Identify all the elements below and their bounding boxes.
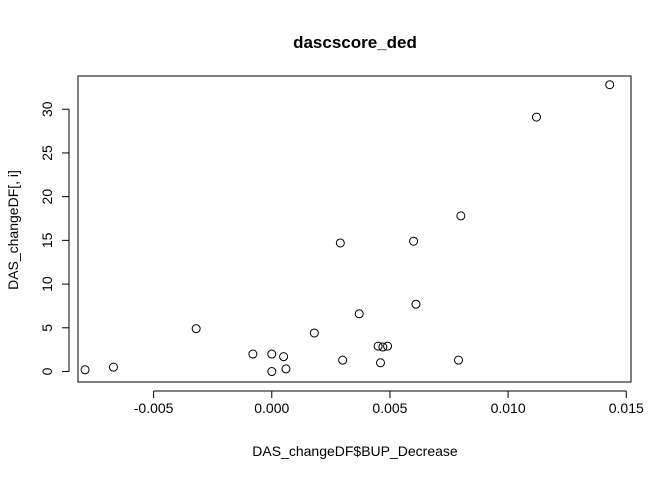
x-tick-label: -0.005 (134, 400, 174, 416)
data-point (279, 352, 289, 362)
chart-title: dascscore_ded (293, 33, 417, 52)
data-point (267, 367, 277, 377)
y-axis: 0 5 10 15 20 25 30 (39, 101, 70, 375)
data-point (248, 349, 258, 359)
y-axis-label: DAS_changeDF[, i] (5, 170, 21, 290)
data-point (453, 355, 463, 365)
data-point (409, 236, 419, 246)
x-axis-label: DAS_changeDF$BUP_Decrease (252, 443, 458, 459)
data-point (531, 112, 541, 122)
data-point (281, 364, 291, 374)
data-point (411, 299, 421, 309)
y-tick-label: 10 (39, 276, 55, 292)
y-tick-label: 5 (39, 324, 55, 332)
data-point (605, 80, 615, 90)
x-tick-label: 0.015 (609, 400, 644, 416)
data-point (378, 342, 388, 352)
data-point (456, 211, 466, 221)
y-tick-label: 20 (39, 189, 55, 205)
data-point (108, 362, 118, 372)
data-point (80, 365, 90, 375)
x-axis: -0.005 0.000 0.005 0.010 0.015 (134, 390, 644, 416)
data-point (373, 341, 383, 351)
data-point (375, 358, 385, 368)
y-tick-label: 30 (39, 101, 55, 117)
x-tick-label: 0.005 (372, 400, 407, 416)
data-point (383, 341, 393, 351)
data-point (309, 328, 319, 338)
data-point (354, 309, 364, 319)
data-point (191, 324, 201, 334)
data-point (335, 238, 345, 248)
data-point (338, 355, 348, 365)
y-tick-label: 15 (39, 232, 55, 248)
y-tick-label: 0 (39, 367, 55, 375)
data-point (267, 349, 277, 359)
data-points (80, 80, 615, 377)
x-tick-label: 0.010 (491, 400, 526, 416)
plot-frame (77, 75, 632, 383)
x-tick-label: 0.000 (254, 400, 289, 416)
y-tick-label: 25 (39, 145, 55, 161)
